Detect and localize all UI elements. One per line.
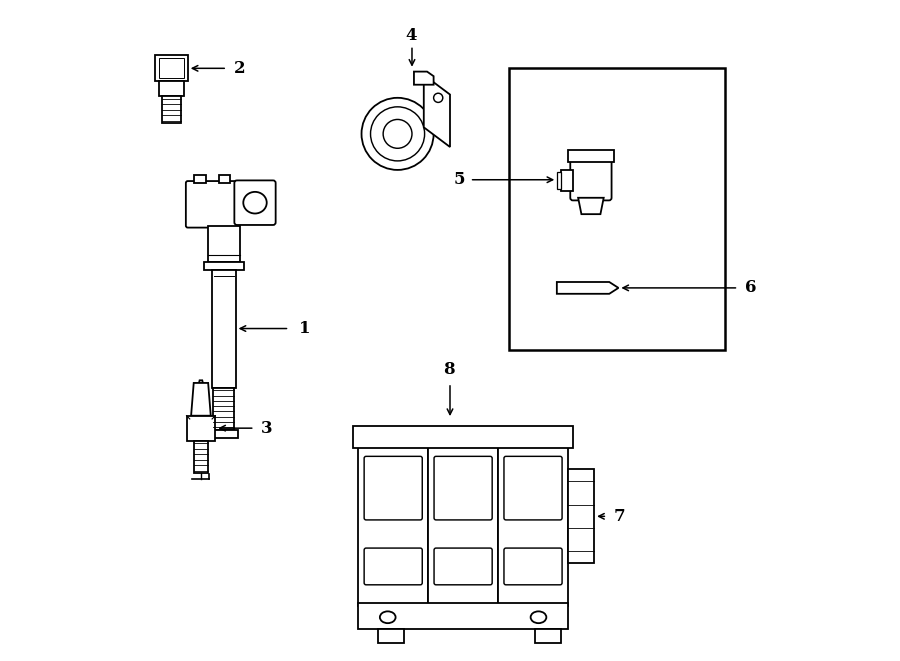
Bar: [198, 388, 204, 409]
FancyBboxPatch shape: [364, 548, 422, 585]
Ellipse shape: [383, 120, 412, 148]
FancyBboxPatch shape: [186, 181, 238, 227]
Ellipse shape: [371, 107, 425, 161]
Bar: [169, 57, 174, 65]
FancyBboxPatch shape: [364, 456, 422, 520]
Bar: [568, 469, 594, 563]
Ellipse shape: [531, 611, 546, 623]
Bar: [175, 57, 179, 65]
Circle shape: [434, 93, 443, 102]
Polygon shape: [557, 282, 618, 293]
Ellipse shape: [362, 98, 434, 170]
FancyBboxPatch shape: [571, 159, 612, 200]
Bar: [212, 270, 236, 387]
Bar: [219, 175, 230, 183]
Bar: [158, 57, 163, 65]
Bar: [155, 56, 188, 81]
Polygon shape: [424, 75, 450, 147]
Bar: [358, 603, 568, 629]
Bar: [536, 629, 562, 643]
Bar: [378, 629, 404, 643]
Bar: [194, 441, 208, 473]
Bar: [353, 426, 573, 448]
Polygon shape: [198, 380, 204, 388]
Ellipse shape: [380, 611, 396, 623]
Bar: [561, 170, 573, 190]
Bar: [162, 96, 181, 124]
Bar: [557, 172, 561, 188]
Bar: [180, 57, 184, 65]
Bar: [509, 68, 725, 350]
Text: 2: 2: [234, 60, 246, 77]
Bar: [213, 387, 234, 430]
Bar: [164, 57, 168, 65]
Text: 8: 8: [444, 362, 455, 378]
Bar: [186, 416, 215, 441]
Polygon shape: [191, 383, 211, 416]
Bar: [159, 81, 184, 96]
Bar: [358, 436, 428, 605]
Bar: [210, 430, 239, 438]
Text: 3: 3: [261, 420, 273, 437]
FancyBboxPatch shape: [434, 456, 492, 520]
FancyBboxPatch shape: [504, 548, 562, 585]
Bar: [568, 150, 614, 162]
FancyBboxPatch shape: [234, 180, 275, 225]
Bar: [194, 175, 206, 183]
FancyBboxPatch shape: [434, 548, 492, 585]
Bar: [203, 262, 244, 270]
Ellipse shape: [243, 192, 266, 214]
Text: 5: 5: [454, 171, 464, 188]
Bar: [208, 225, 239, 262]
Bar: [428, 436, 498, 605]
Polygon shape: [578, 198, 604, 214]
FancyBboxPatch shape: [504, 456, 562, 520]
Bar: [159, 58, 184, 78]
Text: 1: 1: [299, 320, 310, 337]
Text: 7: 7: [614, 508, 626, 525]
Bar: [498, 436, 568, 605]
Text: 4: 4: [405, 27, 417, 44]
Polygon shape: [414, 71, 434, 85]
Text: 6: 6: [745, 280, 756, 296]
